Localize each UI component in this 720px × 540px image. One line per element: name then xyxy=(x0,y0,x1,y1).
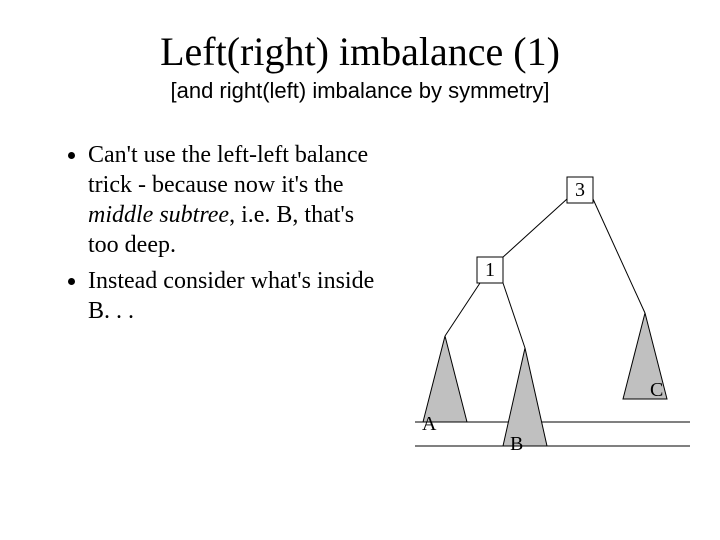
slide-subtitle: [and right(left) imbalance by symmetry] xyxy=(0,78,720,104)
tree-node-label: 1 xyxy=(485,259,495,281)
tree-edge xyxy=(502,199,567,258)
tree-edge xyxy=(503,283,525,348)
slide-title: Left(right) imbalance (1) xyxy=(0,28,720,75)
tree-edge xyxy=(445,283,480,336)
tree-diagram: A B C 3 1 xyxy=(380,150,700,480)
subtree-label: A xyxy=(422,413,437,435)
bullet-item: Instead consider what's inside B. . . xyxy=(88,266,380,326)
bullet-list: Can't use the left-left balance trick - … xyxy=(60,140,380,332)
bullet-text-pre: Instead consider what's inside B. . . xyxy=(88,268,374,324)
subtree-triangle xyxy=(503,348,547,446)
subtree-label: C xyxy=(650,379,663,401)
tree-node-label: 3 xyxy=(575,179,585,201)
tree-edge xyxy=(593,199,645,313)
subtree-triangle xyxy=(423,336,467,422)
bullet-text-pre: Can't use the left-left balance trick - … xyxy=(88,142,368,198)
bullet-item: Can't use the left-left balance trick - … xyxy=(88,140,380,260)
subtree-label: B xyxy=(510,433,523,455)
bullet-text-italic: middle subtree xyxy=(88,202,229,228)
